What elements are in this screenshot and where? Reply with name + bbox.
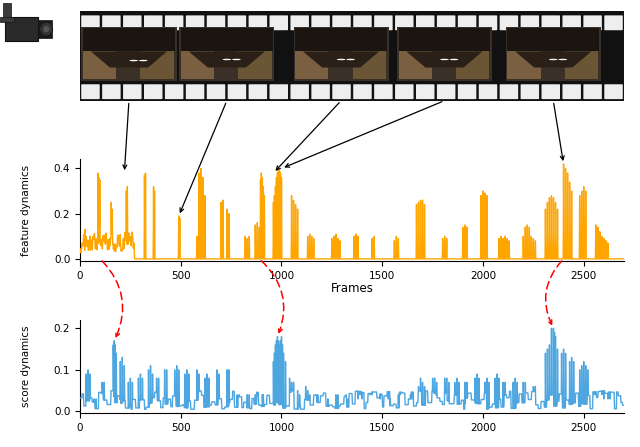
Circle shape <box>40 22 52 36</box>
FancyBboxPatch shape <box>353 84 372 99</box>
Bar <box>399 28 490 51</box>
Bar <box>353 51 386 79</box>
FancyBboxPatch shape <box>563 84 581 99</box>
Circle shape <box>549 59 557 60</box>
FancyBboxPatch shape <box>541 84 560 99</box>
Bar <box>295 28 387 51</box>
FancyBboxPatch shape <box>395 15 413 30</box>
FancyBboxPatch shape <box>584 84 602 99</box>
Circle shape <box>232 59 241 60</box>
FancyBboxPatch shape <box>500 84 518 99</box>
Circle shape <box>129 60 138 61</box>
FancyBboxPatch shape <box>144 84 163 99</box>
Bar <box>3 3 11 21</box>
Y-axis label: score dynamics: score dynamics <box>21 326 31 408</box>
Y-axis label: feature dynamics: feature dynamics <box>21 165 31 256</box>
Bar <box>508 51 541 79</box>
FancyBboxPatch shape <box>269 84 288 99</box>
Bar <box>179 27 275 81</box>
FancyBboxPatch shape <box>186 84 204 99</box>
FancyBboxPatch shape <box>541 15 560 30</box>
Polygon shape <box>189 51 265 67</box>
FancyBboxPatch shape <box>604 84 623 99</box>
Polygon shape <box>91 51 167 67</box>
Bar <box>294 27 388 81</box>
FancyBboxPatch shape <box>374 84 392 99</box>
Bar <box>399 51 432 79</box>
Circle shape <box>440 59 449 60</box>
Bar <box>38 21 52 38</box>
FancyBboxPatch shape <box>269 15 288 30</box>
FancyBboxPatch shape <box>458 84 476 99</box>
Bar <box>83 28 175 51</box>
FancyBboxPatch shape <box>332 15 351 30</box>
Circle shape <box>223 59 231 60</box>
Bar <box>506 27 601 81</box>
FancyBboxPatch shape <box>312 84 330 99</box>
Bar <box>456 51 489 79</box>
Polygon shape <box>406 51 483 67</box>
Bar <box>508 28 599 51</box>
Bar <box>295 51 328 79</box>
Circle shape <box>43 25 49 33</box>
Bar <box>238 51 271 79</box>
Polygon shape <box>303 51 379 67</box>
FancyBboxPatch shape <box>500 15 518 30</box>
FancyBboxPatch shape <box>479 15 497 30</box>
FancyBboxPatch shape <box>604 15 623 30</box>
Bar <box>81 27 177 81</box>
FancyBboxPatch shape <box>228 15 246 30</box>
Circle shape <box>139 60 148 61</box>
Circle shape <box>559 59 567 60</box>
FancyBboxPatch shape <box>479 84 497 99</box>
FancyBboxPatch shape <box>123 84 141 99</box>
FancyBboxPatch shape <box>520 84 539 99</box>
Bar <box>564 51 598 79</box>
FancyBboxPatch shape <box>437 84 456 99</box>
FancyBboxPatch shape <box>81 84 100 99</box>
FancyBboxPatch shape <box>416 84 435 99</box>
FancyBboxPatch shape <box>291 15 309 30</box>
FancyBboxPatch shape <box>312 15 330 30</box>
Circle shape <box>346 59 355 60</box>
Circle shape <box>337 59 346 60</box>
Bar <box>140 51 173 79</box>
FancyBboxPatch shape <box>81 15 100 30</box>
FancyBboxPatch shape <box>332 84 351 99</box>
FancyBboxPatch shape <box>228 84 246 99</box>
Bar <box>397 27 492 81</box>
FancyBboxPatch shape <box>416 15 435 30</box>
Bar <box>181 28 273 51</box>
FancyBboxPatch shape <box>291 84 309 99</box>
FancyBboxPatch shape <box>207 15 225 30</box>
FancyBboxPatch shape <box>353 15 372 30</box>
FancyBboxPatch shape <box>102 15 120 30</box>
FancyBboxPatch shape <box>458 15 476 30</box>
Polygon shape <box>515 51 591 67</box>
FancyBboxPatch shape <box>123 15 141 30</box>
FancyBboxPatch shape <box>584 15 602 30</box>
FancyBboxPatch shape <box>144 15 163 30</box>
Bar <box>181 51 214 79</box>
FancyBboxPatch shape <box>248 15 267 30</box>
FancyBboxPatch shape <box>520 15 539 30</box>
FancyBboxPatch shape <box>207 84 225 99</box>
FancyBboxPatch shape <box>248 84 267 99</box>
FancyBboxPatch shape <box>186 15 204 30</box>
FancyBboxPatch shape <box>374 15 392 30</box>
FancyBboxPatch shape <box>395 84 413 99</box>
FancyBboxPatch shape <box>165 84 184 99</box>
FancyBboxPatch shape <box>563 15 581 30</box>
FancyBboxPatch shape <box>165 15 184 30</box>
X-axis label: Frames: Frames <box>331 282 373 295</box>
Bar <box>83 51 116 79</box>
Circle shape <box>450 59 458 60</box>
Bar <box>6 17 38 41</box>
FancyBboxPatch shape <box>437 15 456 30</box>
FancyBboxPatch shape <box>102 84 120 99</box>
Bar <box>0 17 13 22</box>
